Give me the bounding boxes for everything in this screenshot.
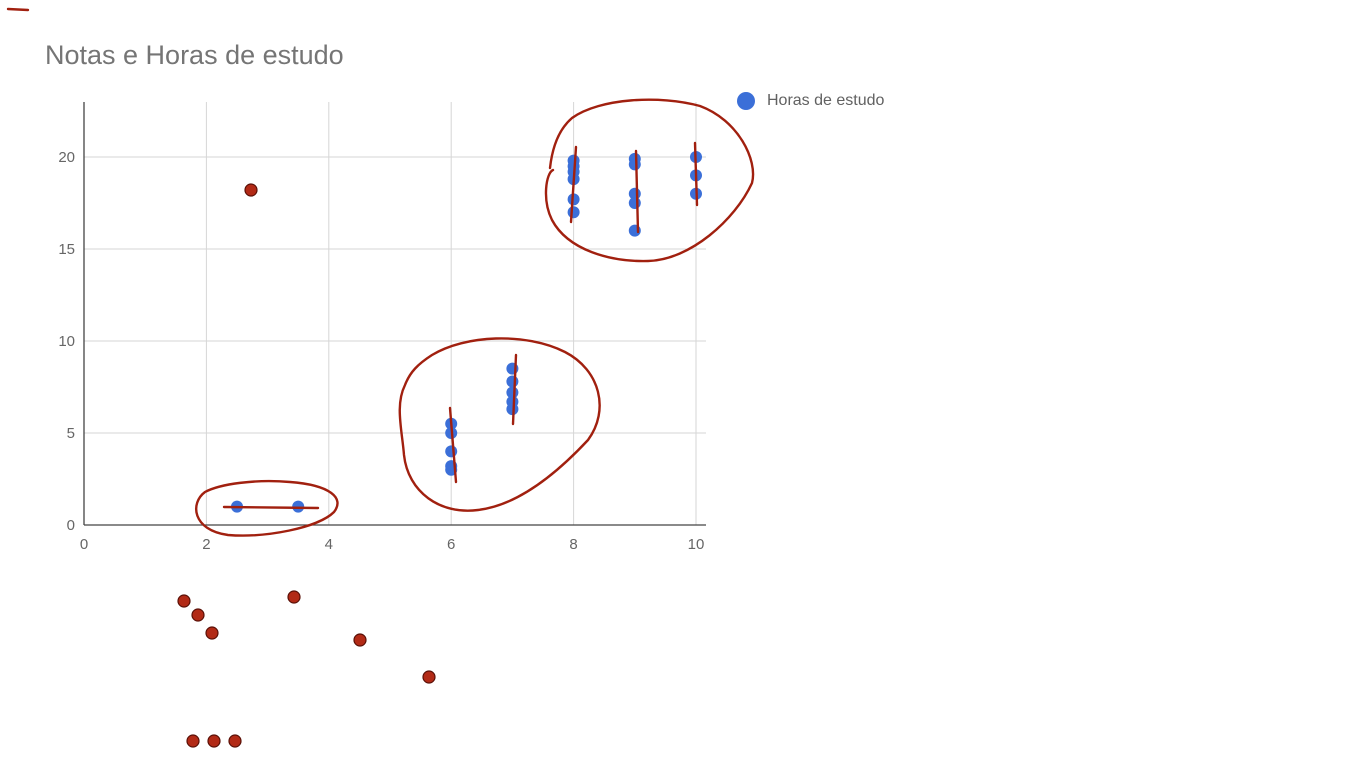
hand-annotations bbox=[6, 7, 755, 748]
data-point bbox=[506, 403, 519, 416]
grid-lines bbox=[84, 102, 706, 525]
legend-label: Horas de estudo bbox=[767, 92, 885, 109]
x-tick-label: 8 bbox=[569, 536, 577, 553]
annotation-dot bbox=[287, 590, 301, 604]
y-tick-label: 15 bbox=[58, 241, 75, 258]
data-points bbox=[231, 151, 702, 513]
y-tick-label: 20 bbox=[58, 149, 75, 166]
data-point bbox=[445, 445, 458, 458]
data-point bbox=[628, 197, 641, 209]
annotation-line-7 bbox=[511, 353, 518, 426]
y-tick-label: 5 bbox=[67, 425, 75, 442]
annotation-dot bbox=[191, 608, 205, 622]
annotation-dot bbox=[207, 734, 221, 748]
x-tick-label: 0 bbox=[80, 536, 88, 553]
data-point bbox=[567, 206, 580, 219]
annotation-line-10 bbox=[693, 141, 699, 207]
x-tick-label: 4 bbox=[325, 536, 333, 553]
annotation-circle-low bbox=[195, 479, 339, 537]
x-tick-label: 2 bbox=[202, 536, 210, 553]
data-point bbox=[628, 158, 641, 171]
annotation-line-9 bbox=[634, 149, 640, 234]
annotation-dot bbox=[422, 670, 436, 684]
chart-title: Notas e Horas de estudo bbox=[45, 40, 344, 70]
annotation-circle-mid bbox=[398, 337, 601, 512]
annotation-line-low bbox=[222, 505, 320, 510]
annotation-dot bbox=[353, 633, 367, 647]
annotation-dot bbox=[228, 734, 242, 748]
annotation-dot bbox=[205, 626, 219, 640]
legend-swatch bbox=[737, 92, 755, 110]
y-tick-label: 10 bbox=[58, 333, 75, 350]
annotation-dot bbox=[177, 594, 191, 608]
axes bbox=[83, 102, 706, 526]
legend: Horas de estudo bbox=[737, 92, 884, 110]
annotation-dot bbox=[244, 183, 258, 197]
tick-labels: 0 2 4 6 8 10 0 5 10 15 20 bbox=[58, 149, 704, 553]
x-tick-label: 6 bbox=[447, 536, 455, 553]
annotation-line-6 bbox=[448, 406, 458, 484]
data-point bbox=[506, 375, 519, 388]
annotation-line-8 bbox=[569, 145, 578, 224]
annotation-dot bbox=[186, 734, 200, 748]
y-tick-label: 0 bbox=[67, 517, 75, 534]
annotation-dash bbox=[6, 7, 30, 12]
annotation-circle-high bbox=[544, 98, 755, 263]
x-tick-label: 10 bbox=[688, 536, 705, 553]
